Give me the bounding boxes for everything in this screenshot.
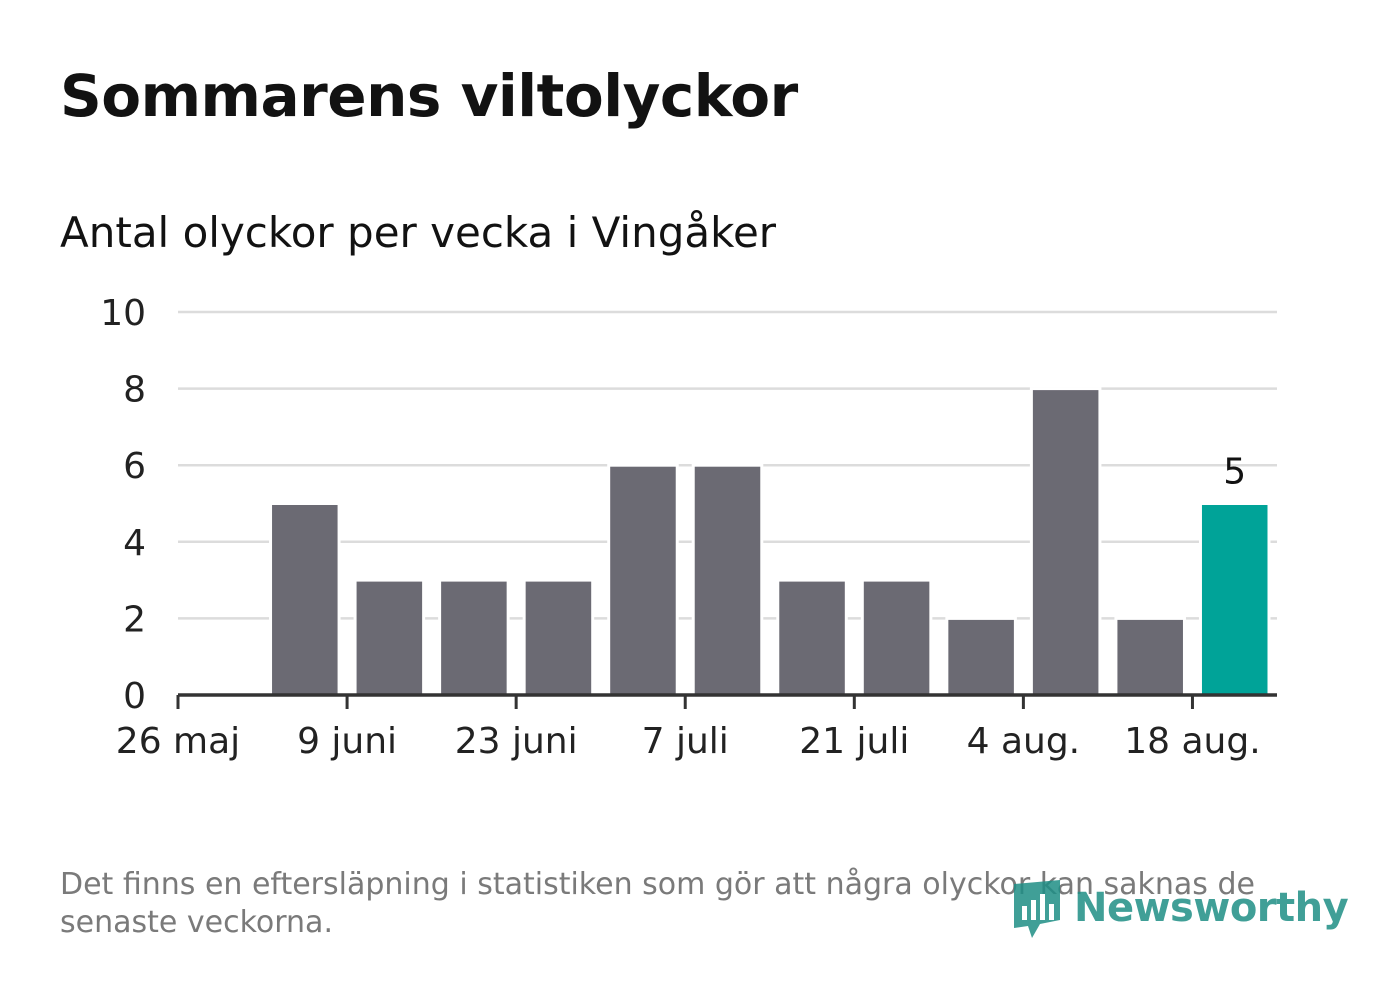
- data-label: 5: [1223, 452, 1246, 493]
- y-tick-label: 0: [123, 676, 146, 717]
- bar: [438, 578, 510, 697]
- bars: [269, 387, 1271, 697]
- bar: [860, 578, 933, 697]
- chart-subtitle: Antal olyckor per vecka i Vingåker: [60, 208, 777, 257]
- bar: [1029, 387, 1102, 697]
- bar: [691, 463, 764, 697]
- bar: [945, 616, 1017, 697]
- y-tick-label: 2: [123, 599, 146, 640]
- y-tick-label: 8: [123, 370, 146, 411]
- bar: [1114, 616, 1186, 697]
- x-tick-label: 4 aug.: [967, 721, 1081, 762]
- axes: [176, 693, 1277, 709]
- brand-name: Newsworthy: [1074, 885, 1349, 931]
- bar: [522, 578, 595, 697]
- x-tick-label: 21 juli: [799, 721, 909, 762]
- bar-highlight: [1198, 502, 1271, 697]
- bar: [607, 463, 679, 697]
- y-tick-label: 4: [123, 523, 146, 564]
- x-tick-label: 7 juli: [642, 721, 729, 762]
- chart-title: Sommarens viltolyckor: [60, 62, 798, 130]
- logo-icon: [1014, 880, 1060, 938]
- x-tick-label: 23 juni: [455, 721, 578, 762]
- x-tick-label: 18 aug.: [1124, 721, 1260, 762]
- y-tick-label: 10: [100, 293, 146, 334]
- y-tick-label: 6: [123, 446, 146, 487]
- labels: 0 2 4 6 8 10 5 26 maj 9 juni 23 juni 7 juli 21 juli…: [100, 293, 1260, 762]
- bar: [269, 502, 341, 697]
- x-tick-label: 9 juni: [297, 721, 397, 762]
- bar: [776, 578, 848, 697]
- newsworthy-logo: Newsworthy: [1010, 876, 1349, 940]
- bar-chart: 0 2 4 6 8 10 5 26 maj 9 juni 23 juni 7 juli 21 juli…: [100, 293, 1277, 762]
- x-tick-label: 26 maj: [116, 721, 240, 762]
- bar: [353, 578, 426, 697]
